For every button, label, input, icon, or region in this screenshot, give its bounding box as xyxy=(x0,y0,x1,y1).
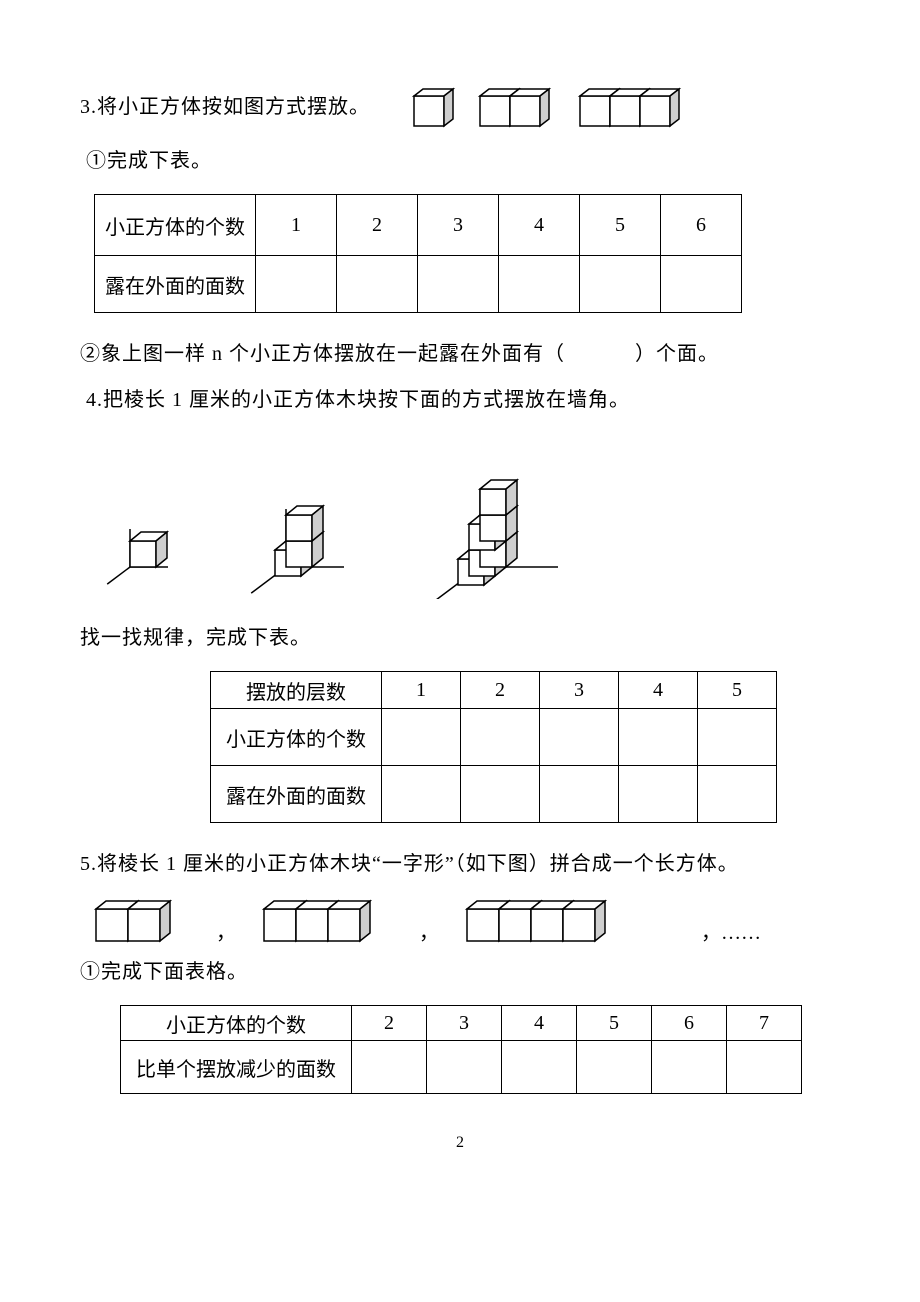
q4-prompt: 4.把棱长 1 厘米的小正方体木块按下面的方式摆放在墙角。 xyxy=(86,381,840,419)
q4-fig2 xyxy=(240,479,370,599)
table-row-label: 小正方体的个数 xyxy=(211,709,382,766)
q4-find: 找一找规律，完成下表。 xyxy=(80,619,840,657)
q3-table: 小正方体的个数123456 露在外面的面数 xyxy=(94,194,742,313)
table-blank-cell[interactable] xyxy=(652,1041,727,1094)
q5-sub1: ①完成下面表格。 xyxy=(80,953,840,991)
table-cell: 4 xyxy=(619,672,698,709)
q5-table: 小正方体的个数234567 比单个摆放减少的面数 xyxy=(120,1005,802,1094)
q5-fig1 xyxy=(92,897,192,945)
q5-figures: ， ， ，…… xyxy=(92,897,840,945)
table-blank-cell[interactable] xyxy=(540,766,619,823)
table-blank-cell[interactable] xyxy=(619,766,698,823)
table-cell: 4 xyxy=(502,1006,577,1041)
table-cell: 1 xyxy=(256,195,337,256)
table-blank-cell[interactable] xyxy=(698,709,777,766)
table-cell: 7 xyxy=(727,1006,802,1041)
table-cell: 3 xyxy=(427,1006,502,1041)
q4-fig1 xyxy=(100,509,190,599)
q4-table: 摆放的层数12345 小正方体的个数露在外面的面数 xyxy=(210,671,777,823)
table-blank-cell[interactable] xyxy=(499,256,580,313)
table-blank-cell[interactable] xyxy=(418,256,499,313)
q5-prompt: 5.将棱长 1 厘米的小正方体木块“一字形”（如下图）拼合成一个长方体。 xyxy=(80,845,840,883)
table-cell: 1 xyxy=(382,672,461,709)
table-blank-cell[interactable] xyxy=(580,256,661,313)
q4-figures xyxy=(100,449,840,599)
q3-sub2-post: ）个面。 xyxy=(635,343,719,365)
table-blank-cell[interactable] xyxy=(461,766,540,823)
table-row-label: 露在外面的面数 xyxy=(95,256,256,313)
table-blank-cell[interactable] xyxy=(727,1041,802,1094)
worksheet-page: 3.将小正方体按如图方式摆放。 ①完成下表。 小正方体的个数123456露在外面… xyxy=(0,0,920,1192)
table-cell: 5 xyxy=(698,672,777,709)
q3-cube-figures xyxy=(410,82,720,132)
q3-prompt: 3.将小正方体按如图方式摆放。 xyxy=(80,88,370,126)
q5-comma1: ， xyxy=(200,916,252,945)
table-cell: 3 xyxy=(540,672,619,709)
table-cell: 5 xyxy=(577,1006,652,1041)
table-blank-cell[interactable] xyxy=(337,256,418,313)
table-row-label: 小正方体的个数 xyxy=(121,1006,352,1041)
table-row-label: 露在外面的面数 xyxy=(211,766,382,823)
table-blank-cell[interactable] xyxy=(502,1041,577,1094)
q5-comma2: ， xyxy=(403,916,455,945)
table-blank-cell[interactable] xyxy=(382,709,461,766)
table-blank-cell[interactable] xyxy=(382,766,461,823)
page-number: 2 xyxy=(80,1134,840,1152)
table-cell: 6 xyxy=(652,1006,727,1041)
table-cell: 2 xyxy=(337,195,418,256)
table-cell: 2 xyxy=(352,1006,427,1041)
q3-sub2: ②象上图一样 n 个小正方体摆放在一起露在外面有（ ）个面。 xyxy=(80,335,840,373)
table-cell: 2 xyxy=(461,672,540,709)
table-blank-cell[interactable] xyxy=(619,709,698,766)
table-cell: 3 xyxy=(418,195,499,256)
q5-fig2 xyxy=(260,897,395,945)
table-blank-cell[interactable] xyxy=(427,1041,502,1094)
q3-sub2-pre: ②象上图一样 n 个小正方体摆放在一起露在外面有（ xyxy=(80,343,565,365)
table-cell: 6 xyxy=(661,195,742,256)
table-row-label: 小正方体的个数 xyxy=(95,195,256,256)
table-cell: 5 xyxy=(580,195,661,256)
table-blank-cell[interactable] xyxy=(661,256,742,313)
q5-ellipsis: ，…… xyxy=(641,916,777,945)
table-cell: 4 xyxy=(499,195,580,256)
q3-sub1: ①完成下表。 xyxy=(86,142,840,180)
q5-fig3 xyxy=(463,897,633,945)
q3-header-row: 3.将小正方体按如图方式摆放。 xyxy=(80,80,840,134)
table-row-label: 比单个摆放减少的面数 xyxy=(121,1041,352,1094)
table-blank-cell[interactable] xyxy=(577,1041,652,1094)
table-blank-cell[interactable] xyxy=(698,766,777,823)
q3-cubes-svg xyxy=(410,82,720,132)
q4-fig3 xyxy=(420,449,590,599)
table-blank-cell[interactable] xyxy=(352,1041,427,1094)
table-blank-cell[interactable] xyxy=(540,709,619,766)
table-row-label: 摆放的层数 xyxy=(211,672,382,709)
table-blank-cell[interactable] xyxy=(461,709,540,766)
table-blank-cell[interactable] xyxy=(256,256,337,313)
